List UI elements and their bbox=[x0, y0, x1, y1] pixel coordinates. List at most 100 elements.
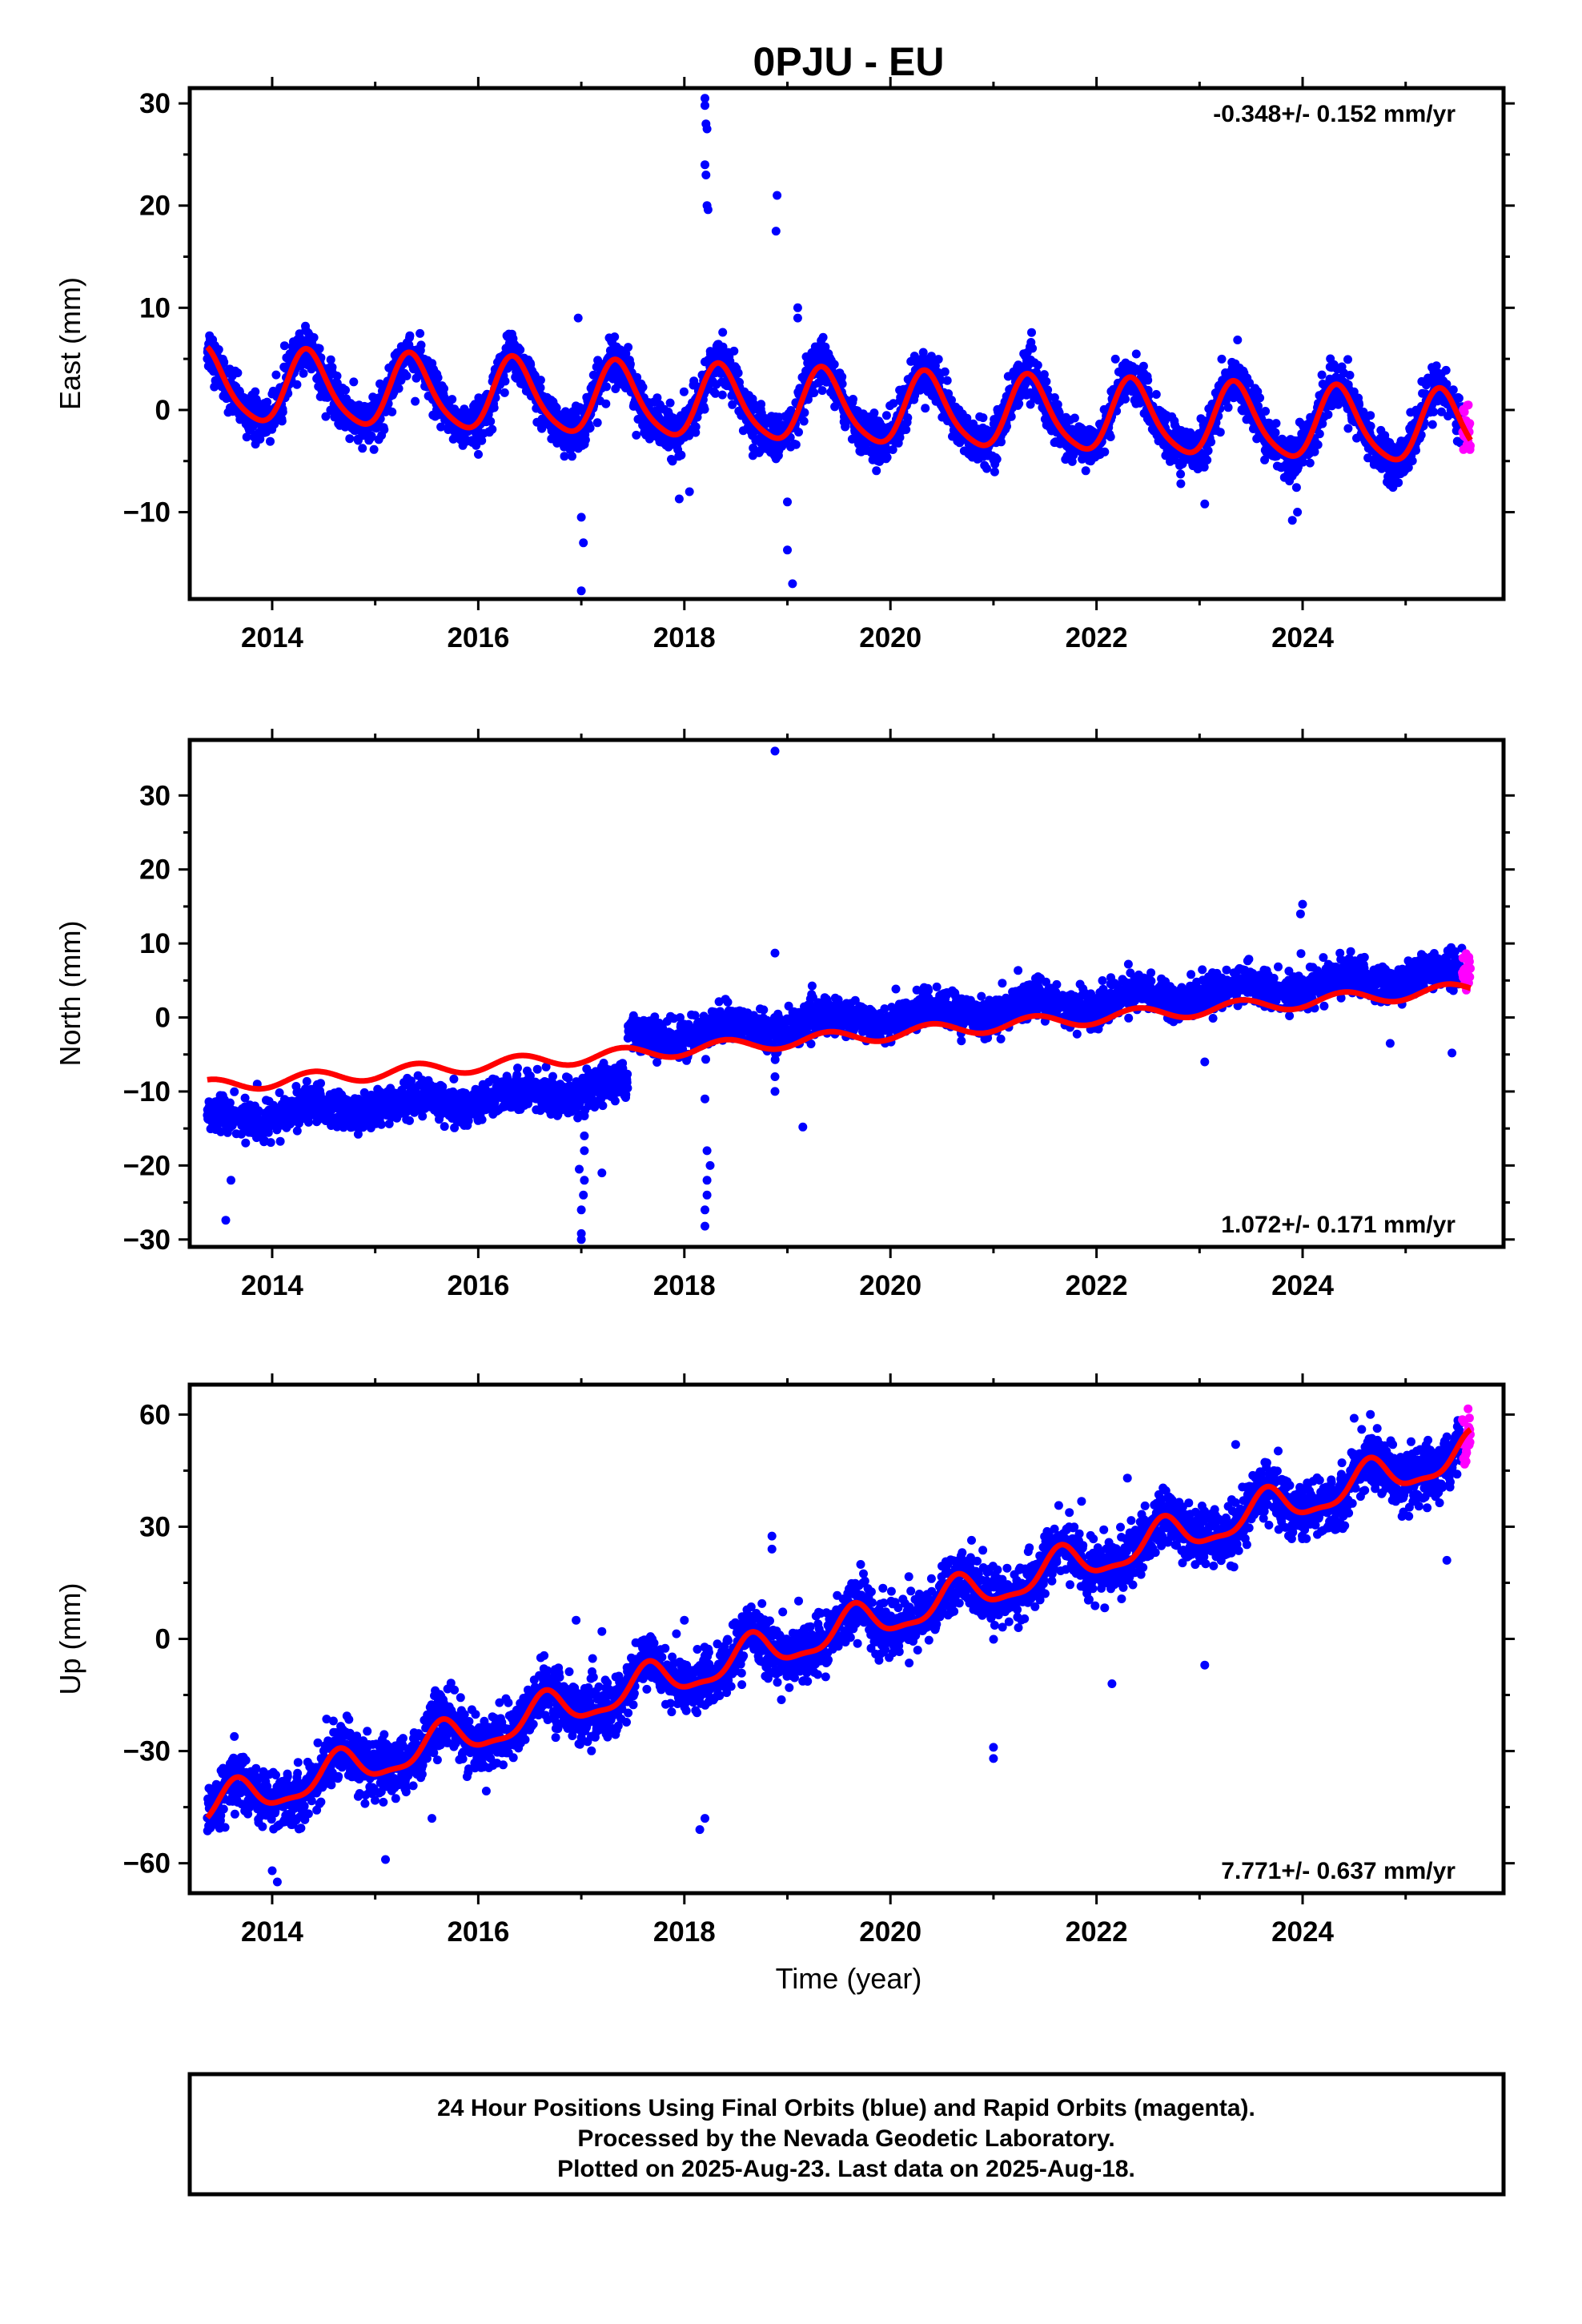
final-orbit-point bbox=[1429, 407, 1439, 416]
north-data-layer bbox=[203, 746, 1475, 1244]
final-orbit-point bbox=[266, 436, 275, 446]
final-orbit-point bbox=[263, 397, 272, 407]
final-orbit-point bbox=[500, 376, 510, 386]
final-orbit-point bbox=[326, 355, 335, 364]
final-orbit-point bbox=[691, 422, 701, 432]
final-orbit-point bbox=[610, 332, 620, 342]
final-orbit-point bbox=[302, 1076, 311, 1086]
final-orbit-point bbox=[1176, 469, 1186, 479]
final-orbit-point bbox=[1233, 336, 1243, 344]
final-orbit-point bbox=[214, 345, 223, 354]
final-orbit-point bbox=[488, 424, 497, 434]
final-orbit-point bbox=[1343, 424, 1353, 433]
outlier-point bbox=[674, 494, 684, 504]
final-orbit-point bbox=[1100, 447, 1110, 456]
final-orbit-point bbox=[433, 373, 443, 383]
final-orbit-point bbox=[794, 428, 803, 437]
final-orbit-point bbox=[369, 444, 379, 454]
final-orbit-point bbox=[1323, 410, 1333, 420]
final-orbit-point bbox=[585, 423, 595, 432]
final-orbit-point bbox=[416, 340, 426, 350]
rapid-orbit-point bbox=[1466, 441, 1475, 451]
final-orbit-point bbox=[882, 452, 892, 462]
final-orbit-point bbox=[632, 430, 641, 440]
final-orbit-point bbox=[1033, 360, 1042, 370]
final-orbit-point bbox=[717, 390, 727, 400]
final-orbit-point bbox=[903, 413, 913, 423]
outlier-point bbox=[576, 586, 586, 596]
outlier-point bbox=[579, 538, 588, 548]
final-orbit-point bbox=[440, 1122, 449, 1132]
rapid-orbit-point bbox=[1465, 419, 1475, 428]
final-orbit-point bbox=[405, 331, 415, 340]
final-orbit-point bbox=[233, 368, 243, 378]
final-orbit-point bbox=[379, 425, 389, 434]
final-orbit-point bbox=[321, 412, 331, 421]
x-tick-label: 2014 bbox=[241, 622, 303, 653]
outlier-point bbox=[1200, 499, 1210, 509]
final-orbit-point bbox=[1427, 420, 1437, 429]
final-orbit-point bbox=[733, 368, 743, 378]
final-orbit-point bbox=[1081, 466, 1090, 476]
final-orbit-point bbox=[809, 388, 819, 397]
east-y-axis-label: East (mm) bbox=[54, 277, 86, 410]
final-orbit-point bbox=[1441, 365, 1451, 375]
y-tick-label: −10 bbox=[123, 497, 171, 529]
final-orbit-point bbox=[817, 386, 827, 396]
final-orbit-point bbox=[474, 449, 483, 459]
final-orbit-point bbox=[601, 399, 611, 408]
final-orbit-point bbox=[638, 383, 648, 392]
final-orbit-point bbox=[1271, 428, 1280, 437]
final-orbit-point bbox=[367, 431, 376, 440]
final-orbit-point bbox=[818, 332, 828, 342]
x-tick-label: 2022 bbox=[1066, 622, 1128, 653]
final-orbit-point bbox=[448, 395, 457, 404]
final-orbit-point bbox=[345, 434, 355, 444]
outlier-point bbox=[1293, 508, 1303, 517]
outlier-point bbox=[701, 171, 711, 179]
final-orbit-point bbox=[829, 360, 839, 369]
final-orbit-point bbox=[292, 380, 302, 389]
final-orbit-point bbox=[1255, 393, 1265, 403]
final-orbit-point bbox=[1317, 370, 1327, 380]
final-orbit-point bbox=[358, 444, 367, 453]
final-orbit-point bbox=[1366, 411, 1375, 420]
final-orbit-point bbox=[316, 1079, 325, 1088]
final-orbit-point bbox=[1027, 328, 1036, 337]
final-orbit-point bbox=[411, 396, 420, 406]
final-orbit-point bbox=[757, 400, 766, 409]
final-orbit-point bbox=[1223, 403, 1233, 412]
final-orbit-point bbox=[982, 464, 991, 473]
final-orbit-point bbox=[997, 437, 1006, 447]
final-orbit-point bbox=[700, 404, 709, 414]
final-orbit-point bbox=[711, 388, 720, 398]
rapid-orbit-point bbox=[1464, 400, 1473, 410]
final-orbit-point bbox=[418, 1112, 428, 1121]
final-orbit-point bbox=[371, 424, 381, 433]
final-orbit-point bbox=[1143, 376, 1153, 385]
final-orbit-point bbox=[1448, 385, 1458, 395]
final-orbit-point bbox=[1207, 437, 1216, 447]
final-orbit-point bbox=[230, 1087, 239, 1096]
final-orbit-point bbox=[489, 403, 499, 412]
final-orbit-point bbox=[799, 416, 809, 426]
y-tick-label: 30 bbox=[139, 88, 171, 119]
final-orbit-point bbox=[1121, 394, 1130, 404]
final-orbit-point bbox=[1106, 432, 1115, 441]
outlier-point bbox=[788, 579, 797, 589]
final-orbit-point bbox=[440, 384, 448, 393]
east-velocity-label: -0.348+/- 0.152 mm/yr bbox=[1213, 101, 1456, 127]
east-data-layer bbox=[203, 94, 1475, 596]
final-orbit-point bbox=[438, 1082, 448, 1092]
final-orbit-point bbox=[279, 341, 289, 351]
outlier-point bbox=[783, 545, 792, 555]
final-orbit-point bbox=[405, 1116, 414, 1125]
final-orbit-point bbox=[1110, 354, 1120, 364]
final-orbit-point bbox=[921, 404, 930, 413]
final-orbit-point bbox=[349, 377, 359, 387]
final-orbit-point bbox=[1203, 456, 1212, 464]
final-orbit-point bbox=[602, 382, 611, 392]
final-orbit-point bbox=[934, 355, 943, 364]
